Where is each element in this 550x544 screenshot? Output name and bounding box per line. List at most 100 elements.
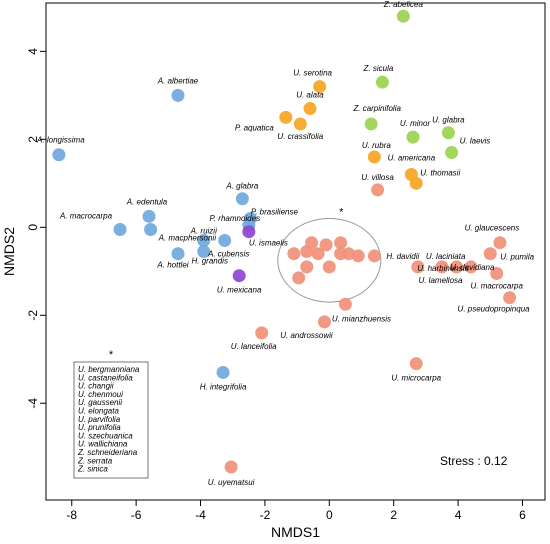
label-u-lamellosa: U. lamellosa: [418, 276, 463, 285]
point-u-thomasii: [409, 176, 423, 190]
label-u-alata: U. alata: [296, 91, 324, 100]
point-u-serotina: [313, 80, 327, 94]
point-a-cubensis: [218, 234, 232, 248]
point-unlabeled: [287, 247, 301, 261]
point-u-microcarpa: [409, 357, 423, 371]
label-a-cubensis: A. cubensis: [207, 250, 249, 259]
label-u-mexicana: U. mexicana: [217, 286, 262, 295]
point-h-grandis: [197, 245, 211, 258]
points-group: [52, 9, 517, 474]
point-h-integrifolia: [216, 365, 230, 379]
point-u-lamellosa: [449, 260, 463, 274]
point-a-hottlei: [171, 247, 185, 261]
label-u-ismaelis: U. ismaelis: [249, 239, 288, 248]
legend-entry: U. chenmoui: [78, 390, 123, 399]
label-p-rhamnoides: P. rhamnoides: [210, 214, 261, 223]
point-u-mexicana: [232, 269, 246, 283]
y-tick-label: 0: [26, 224, 40, 231]
label-u-harbinensis: U. harbinensis: [417, 264, 468, 273]
legend-star: *: [109, 349, 114, 361]
label-u-thomasii: U. thomasii: [420, 168, 460, 177]
point-p-aquatica: [279, 110, 293, 124]
point-u-minor: [406, 130, 420, 144]
point-u-androssowii: [317, 315, 331, 329]
point-u-mianzhuensis: [338, 297, 352, 311]
y-tick-label: -2: [26, 310, 40, 321]
label-a-macphersonii: A. macphersonii: [158, 234, 217, 243]
point-u-harbinensis: [464, 260, 478, 274]
cluster-ellipse: [277, 218, 382, 303]
stress-annotation: Stress : 0.12: [440, 454, 508, 468]
label-a-albertiae: A. albertiae: [157, 76, 199, 85]
point-u-rubra: [367, 150, 381, 164]
label-u-uyematsui: U. uyematsui: [208, 478, 255, 487]
point-u-laevis: [445, 146, 459, 160]
legend-entry: U. bergmanniana: [78, 365, 140, 374]
label-z-abelicea: Z. abelicea: [383, 0, 424, 9]
legend-entry: Z. sinica: [77, 465, 108, 474]
label-u-mianzhuensis: U. mianzhuensis: [332, 314, 391, 323]
x-tick-label: 0: [326, 508, 333, 522]
point-z-sicula: [375, 75, 389, 89]
point-unlabeled: [334, 236, 348, 250]
point-z-abelicea: [396, 9, 410, 23]
label-u-crassifolia: U. crassifolia: [277, 132, 323, 141]
point-z-carpinifolia: [364, 117, 378, 131]
cluster-star: *: [339, 207, 344, 219]
point-u-davidiana: [435, 260, 449, 274]
point-u-alata: [303, 102, 317, 116]
point-a-edentula: [142, 209, 156, 223]
label-u-serotina: U. serotina: [293, 69, 332, 78]
x-tick-label: -4: [195, 508, 206, 522]
point-p-brasiliense: [243, 212, 257, 226]
legend-entry: U. castaneifolia: [78, 373, 133, 382]
label-u-pumila: U. pumila: [500, 253, 534, 262]
legend-entry: U. parvifolia: [78, 415, 121, 424]
point-unlabeled: [305, 236, 319, 250]
y-axis-title: NMDS2: [1, 227, 17, 276]
label-u-davidiana: U. davidiana: [450, 263, 495, 272]
legend-entry: U. elongata: [78, 407, 119, 416]
point-a-albertiae: [171, 88, 185, 102]
point-u-lanceifolia: [255, 326, 269, 340]
point-u-glaucescens: [493, 236, 507, 250]
point-a-glabra: [235, 192, 249, 206]
label-z-carpinifolia: Z. carpinifolia: [352, 104, 401, 113]
label-a-ruizii: A. ruizii: [190, 227, 217, 236]
point-u-ismaelis: [242, 225, 256, 239]
point-u-crassifolia: [293, 117, 307, 131]
label-a-macrocarpa: A. macrocarpa: [59, 212, 113, 221]
point-u-macrocarpa: [490, 266, 504, 280]
point-unlabeled: [322, 260, 336, 274]
label-u-lanceifolia: U. lanceifolia: [231, 342, 277, 351]
point-a-ruizii: [197, 234, 211, 248]
x-axis-title: NMDS1: [271, 524, 320, 540]
label-u-pseudopropinqua: U. pseudopropinqua: [458, 305, 531, 314]
x-tick-label: -2: [260, 508, 271, 522]
x-tick-label: 6: [519, 508, 526, 522]
x-tick-label: 2: [390, 508, 397, 522]
label-a-longissima: A. longissima: [36, 136, 85, 145]
point-u-laciniata: [411, 260, 425, 274]
point-u-uyematsui: [224, 460, 238, 474]
point-a-macrocarpa: [113, 223, 127, 237]
label-a-hottlei: A. hottlei: [156, 261, 188, 270]
legend-entry: Z. serrata: [77, 456, 113, 465]
label-p-brasiliense: P. brasiliense: [251, 208, 299, 217]
x-tick-label: 4: [455, 508, 462, 522]
point-u-pseudopropinqua: [503, 291, 517, 305]
legend-frame: [73, 361, 149, 479]
point-u-pumila: [483, 247, 497, 261]
label-u-glabra: U. glabra: [432, 116, 465, 125]
legend-entry: U. prunifolia: [78, 423, 121, 432]
label-u-laciniata: U. laciniata: [426, 252, 466, 261]
label-a-edentula: A. edentula: [126, 197, 168, 206]
axes-group: -8 -6 -4 -2 0 2 4 6 -4 -2 0 2 4: [26, 2, 546, 522]
label-z-sicula: Z. sicula: [363, 64, 394, 73]
label-u-americana: U. americana: [388, 154, 436, 163]
label-u-microcarpa: U. microcarpa: [391, 374, 441, 383]
point-a-longissima: [52, 148, 66, 162]
point-unlabeled: [311, 247, 325, 261]
